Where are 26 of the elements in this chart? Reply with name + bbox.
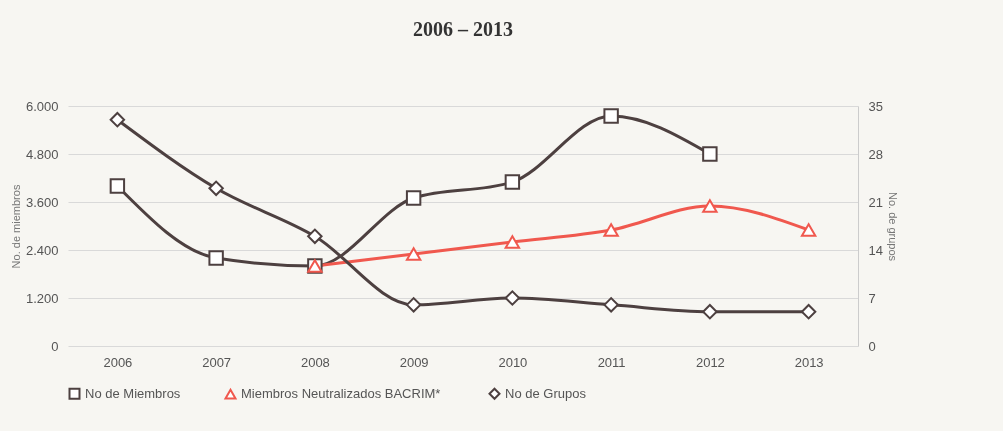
y-tick-label: 4.800 [25, 146, 59, 162]
legend-label: No de Miembros [85, 385, 181, 401]
x-tick-label: 2006 [103, 354, 133, 370]
y-tick-label: 0 [51, 338, 59, 354]
y2-tick-label: 35 [868, 98, 883, 114]
x-tick-label: 2007 [202, 354, 232, 370]
x-tick-label: 2010 [498, 354, 528, 370]
x-tick-label: 2009 [399, 354, 429, 370]
y2-tick-label: 14 [868, 242, 883, 258]
y-axis-title: No. de miembros [9, 184, 22, 269]
x-tick-label: 2012 [695, 354, 725, 370]
y-tick-label: 3.600 [25, 194, 59, 210]
y2-tick-label: 0 [868, 338, 876, 354]
x-tick-label: 2013 [794, 354, 824, 370]
chart-title: 2006 – 2013 [413, 18, 513, 40]
legend-label: No de Grupos [505, 385, 587, 401]
y2-tick-label: 28 [868, 146, 883, 162]
legend-label: Miembros Neutralizados BACRIM* [241, 386, 441, 402]
y-tick-label: 1.200 [25, 290, 59, 306]
x-tick-label: 2008 [300, 354, 330, 370]
y2-tick-label: 7 [868, 290, 876, 306]
y2-tick-label: 21 [868, 194, 883, 210]
y-tick-label: 6.000 [25, 98, 59, 114]
y-tick-label: 2.400 [25, 242, 59, 258]
x-tick-label: 2011 [597, 354, 626, 370]
y2-axis-title: No. de grupos [886, 191, 899, 262]
